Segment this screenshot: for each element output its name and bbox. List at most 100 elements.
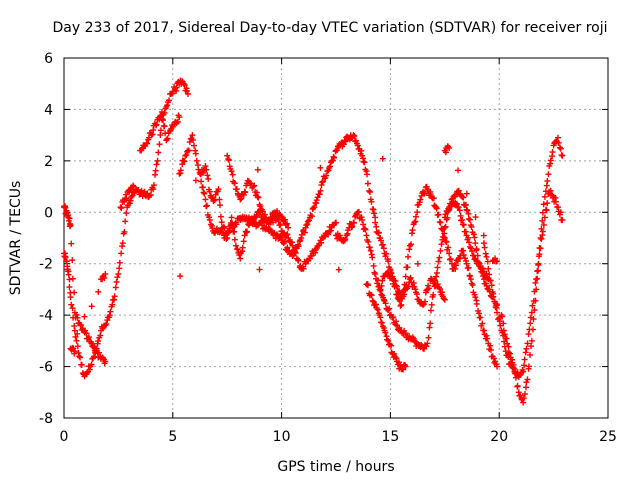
- data-point: [430, 195, 437, 202]
- data-point: [164, 135, 171, 142]
- data-point: [153, 161, 160, 168]
- data-point: [384, 336, 391, 343]
- data-point: [350, 132, 357, 139]
- data-point: [342, 236, 349, 243]
- data-point: [552, 198, 559, 205]
- data-point: [391, 283, 398, 290]
- data-point: [382, 300, 389, 307]
- data-point: [541, 193, 548, 200]
- data-point: [397, 302, 404, 309]
- data-point: [559, 152, 566, 159]
- data-point: [380, 245, 387, 252]
- data-point: [206, 214, 213, 221]
- data-point: [448, 202, 455, 209]
- data-point: [153, 121, 160, 128]
- data-point: [525, 331, 532, 338]
- data-point: [254, 193, 261, 200]
- data-point: [102, 358, 109, 365]
- data-point: [116, 265, 123, 272]
- data-point: [122, 218, 129, 225]
- data-point: [378, 237, 385, 244]
- data-point: [374, 306, 381, 313]
- data-point: [521, 356, 528, 363]
- data-point: [313, 197, 320, 204]
- data-point: [482, 250, 489, 257]
- data-point: [377, 314, 384, 321]
- data-point: [164, 102, 171, 109]
- data-point: [492, 358, 499, 365]
- data-point: [522, 349, 529, 356]
- data-point: [536, 251, 543, 258]
- data-point: [255, 194, 262, 201]
- y-tick-label: -6: [39, 360, 53, 376]
- data-point: [368, 198, 375, 205]
- data-point: [319, 179, 326, 186]
- data-point: [379, 241, 386, 248]
- data-point: [464, 207, 471, 214]
- data-point: [226, 227, 233, 234]
- data-point: [190, 137, 197, 144]
- data-point: [467, 276, 474, 283]
- data-point: [437, 247, 444, 254]
- data-point: [370, 262, 377, 269]
- data-point: [231, 236, 238, 243]
- data-point: [221, 225, 228, 232]
- data-point: [400, 287, 407, 294]
- data-point: [431, 283, 438, 290]
- y-tick-labels: -8 -6 -4 -2 0 2 4 6: [39, 51, 53, 427]
- data-point: [494, 363, 501, 370]
- data-point: [473, 245, 480, 252]
- data-point: [521, 390, 528, 397]
- data-point: [527, 351, 534, 358]
- data-point: [524, 340, 531, 347]
- data-point: [185, 91, 192, 97]
- data-point: [231, 228, 238, 235]
- data-point: [334, 147, 341, 154]
- y-tick-label: 2: [44, 154, 53, 170]
- data-point: [199, 184, 206, 191]
- data-point: [117, 204, 124, 211]
- data-point: [412, 213, 419, 220]
- data-point: [492, 304, 499, 311]
- data-point: [114, 274, 121, 281]
- data-point: [501, 343, 508, 350]
- data-point: [408, 241, 415, 248]
- data-point: [434, 281, 441, 288]
- data-point: [407, 274, 414, 281]
- data-point: [427, 320, 434, 327]
- data-point: [465, 210, 472, 217]
- data-point: [68, 301, 75, 308]
- data-point: [107, 308, 114, 315]
- data-point: [520, 395, 527, 402]
- data-point: [473, 300, 480, 307]
- data-point: [462, 228, 469, 235]
- data-point: [364, 180, 371, 187]
- data-point: [83, 330, 90, 337]
- data-point: [427, 191, 434, 198]
- data-point: [158, 109, 165, 115]
- data-point: [396, 288, 403, 295]
- data-point: [534, 268, 541, 275]
- data-point: [152, 167, 159, 174]
- data-point: [468, 248, 475, 255]
- y-tick-label: -2: [39, 257, 53, 273]
- data-point: [118, 250, 125, 257]
- x-tick-label: 25: [599, 429, 617, 445]
- data-point: [441, 235, 448, 241]
- data-point: [157, 127, 164, 134]
- data-point: [539, 217, 546, 224]
- data-point: [123, 210, 130, 217]
- data-point: [444, 208, 451, 215]
- data-point: [285, 224, 292, 231]
- data-point: [389, 276, 396, 283]
- data-point: [232, 242, 239, 249]
- data-point: [229, 220, 236, 227]
- data-point: [468, 223, 475, 230]
- data-point: [525, 363, 532, 370]
- data-point: [83, 369, 90, 376]
- data-point: [277, 221, 284, 228]
- y-tick-label: 4: [44, 102, 53, 118]
- data-point: [503, 335, 510, 342]
- data-point: [541, 214, 548, 221]
- data-point: [484, 274, 491, 281]
